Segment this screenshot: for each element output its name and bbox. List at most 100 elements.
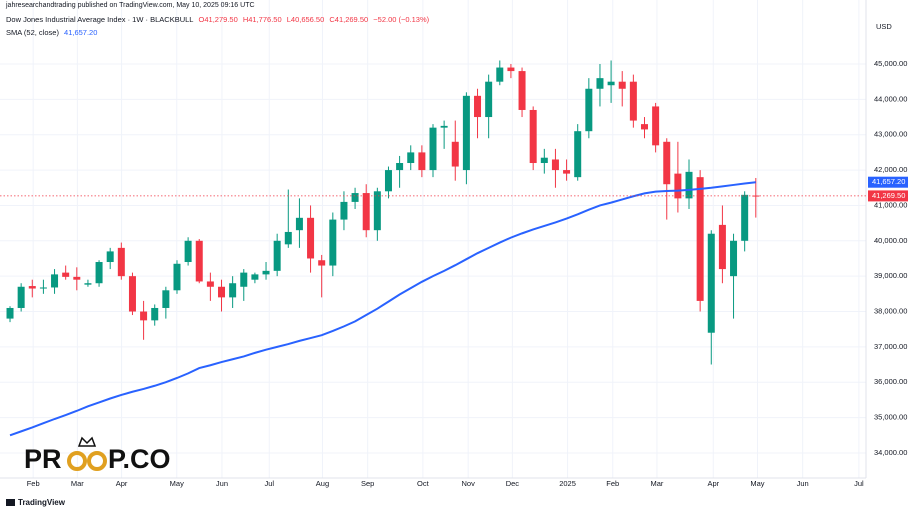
candle-body [151,307,159,321]
sma-line [9,181,756,437]
candle-body [730,240,738,277]
candle-body [440,125,448,128]
candle-body [17,286,25,308]
y-tick-label: 40,000.00 [874,236,907,245]
candle-body [95,262,103,284]
watermark-icon [87,451,107,471]
watermark-text: PR [24,444,62,474]
candle-body [106,251,114,263]
candle-body [396,163,404,171]
legend-main: Dow Jones Industrial Average Index · 1W … [6,15,432,24]
watermark-text: P.CO [108,444,171,474]
candle-body [173,263,181,291]
candle-body [218,286,226,298]
candle-body [485,81,493,118]
candle-body [518,71,526,110]
ohlc-low: L40,656.50 [286,15,325,24]
sma-value: 41,657.20 [64,28,98,37]
candle-body [329,219,337,266]
candle-body [474,95,482,118]
x-tick-label: Sep [361,479,374,488]
candle-body [295,217,303,231]
x-tick-label: 2025 [559,479,576,488]
candle-body [340,201,348,220]
candle-body [407,152,415,164]
candle-body [462,95,470,171]
candle-body [696,177,704,301]
price-tag [868,176,908,188]
candle-body [540,157,548,164]
candle-body [596,78,604,89]
candle-body [507,67,515,72]
y-tick-label: 36,000.00 [874,377,907,386]
publisher: jahresearchandtrading published on Tradi… [6,2,255,9]
watermark-crown [77,436,97,447]
candle-body [28,286,36,289]
candle-body [128,276,136,312]
x-tick-label: Feb [606,479,619,488]
candle-body [251,274,259,280]
x-tick-label: Dec [506,479,520,488]
candle-body [384,170,392,192]
candle-body [162,290,170,308]
y-tick-label: 39,000.00 [874,271,907,280]
candle-body [184,240,192,263]
y-tick-label: 35,000.00 [874,413,907,422]
candle-body [585,88,593,132]
x-tick-label: Jul [854,479,864,488]
ohlc-close: C41,269.50 [329,15,369,24]
candle-body [707,233,715,333]
y-tick-label: 45,000.00 [874,59,907,68]
ohlc-change: −52.00 (−0.13%) [373,15,430,24]
x-tick-label: Mar [650,479,663,488]
y-tick-label: 37,000.00 [874,342,907,351]
candle-body [551,159,559,171]
candle-body [307,217,315,259]
price-tag-label: 41,657.20 [872,177,905,186]
candle-body [752,195,760,197]
x-tick-label: Nov [462,479,476,488]
price-tag [868,190,908,202]
candle-body [195,240,203,282]
currency: USD [876,22,892,31]
candle-body [429,127,437,171]
x-tick-label: Apr [116,479,128,488]
x-tick-label: Aug [316,479,329,488]
y-tick-label: 34,000.00 [874,448,907,457]
candle-body [451,141,459,167]
candle-body [529,109,537,164]
candle-body [39,287,47,289]
x-tick-label: Apr [707,479,719,488]
candle-body [607,81,615,86]
y-tick-label: 44,000.00 [874,94,907,103]
y-tick-label: 43,000.00 [874,130,907,139]
candle-body [206,281,214,287]
candle-body [685,171,693,199]
watermark: PR P.CO [24,436,171,474]
legend-sma: SMA (52, close) 41,657.20 [6,28,100,37]
candle-body [663,141,671,185]
x-tick-label: Jul [264,479,274,488]
y-tick-label: 41,000.00 [874,200,907,209]
price-tag-label: 41,269.50 [872,191,905,200]
symbol-title: Dow Jones Industrial Average Index · 1W … [6,15,194,24]
x-tick-label: Jun [797,479,809,488]
x-tick-label: Feb [27,479,40,488]
candle-body [674,173,682,199]
candle-body [718,224,726,270]
sma-name: SMA (52, close) [6,28,59,37]
candle-body [574,131,582,178]
x-tick-label: May [170,479,184,488]
candle-body [418,152,426,171]
candle-body [496,67,504,82]
candle-body [262,270,270,275]
candle-body [51,274,59,288]
watermark-icon [67,451,87,471]
candle-body [652,106,660,146]
ohlc-high: H41,776.50 [242,15,282,24]
candle-body [373,191,381,231]
brand-text: TradingView [18,498,66,507]
ohlc-open: O41,279.50 [198,15,238,24]
y-tick-label: 42,000.00 [874,165,907,174]
